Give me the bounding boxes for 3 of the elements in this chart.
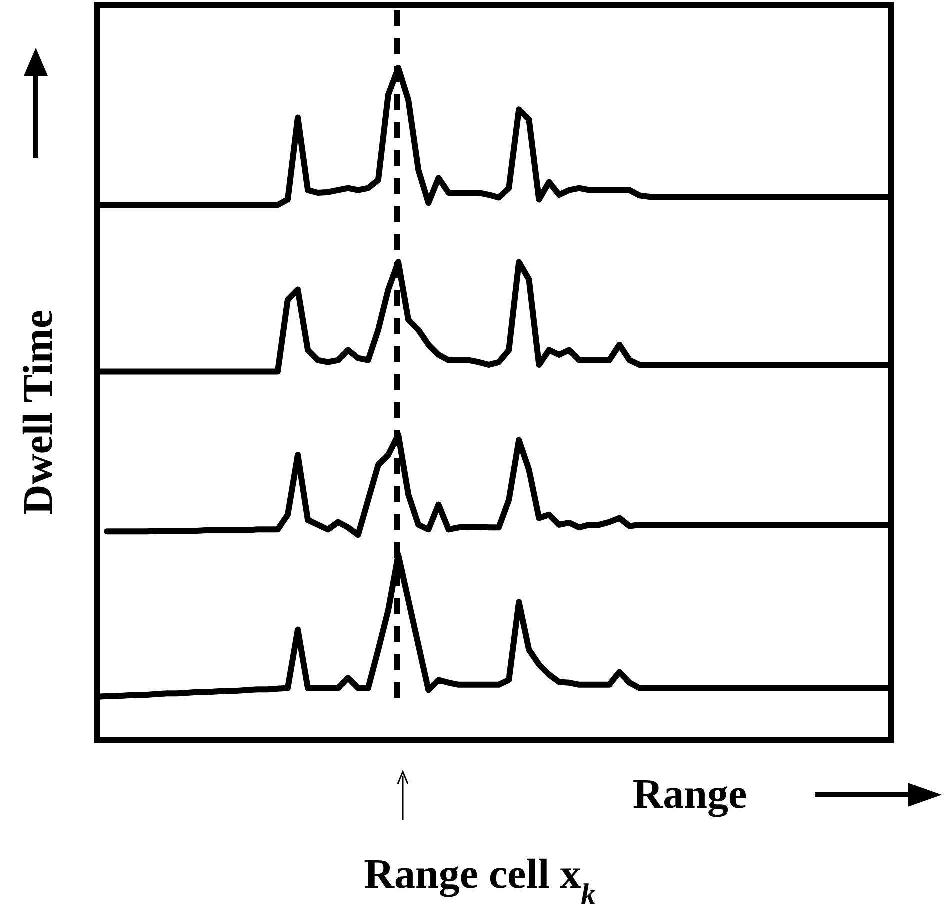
text: Range cell x$_{k}$ bbox=[364, 852, 596, 907]
x-axis-title: Range bbox=[632, 772, 748, 818]
y-axis-title: Dwell Time bbox=[16, 310, 62, 515]
